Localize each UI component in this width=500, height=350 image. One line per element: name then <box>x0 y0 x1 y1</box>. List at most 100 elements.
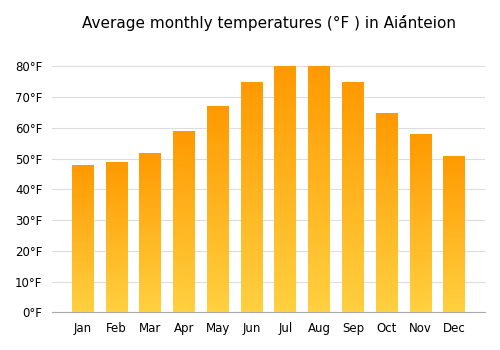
Bar <box>207 244 229 247</box>
Bar <box>173 140 195 143</box>
Bar <box>274 79 296 83</box>
Bar <box>376 259 398 262</box>
Bar <box>444 250 466 252</box>
Bar <box>207 192 229 196</box>
Bar <box>444 268 466 271</box>
Bar <box>342 132 364 135</box>
Bar <box>207 161 229 165</box>
Bar <box>410 140 432 143</box>
Bar <box>106 164 128 167</box>
Bar <box>274 71 296 75</box>
Bar <box>274 132 296 136</box>
Bar <box>308 144 330 148</box>
Bar <box>342 224 364 228</box>
Bar <box>72 221 94 224</box>
Bar <box>274 173 296 177</box>
Bar <box>207 151 229 154</box>
Bar <box>342 281 364 285</box>
Bar <box>72 236 94 239</box>
Bar <box>106 302 128 305</box>
Bar <box>106 174 128 177</box>
Bar <box>240 224 262 228</box>
Bar <box>173 143 195 146</box>
Bar <box>376 122 398 126</box>
Bar <box>444 271 466 273</box>
Bar <box>106 162 128 164</box>
Bar <box>240 297 262 301</box>
Bar <box>410 194 432 196</box>
Bar <box>72 197 94 199</box>
Bar <box>72 295 94 298</box>
Bar <box>106 234 128 237</box>
Bar <box>274 206 296 210</box>
Bar <box>72 202 94 204</box>
Bar <box>72 214 94 216</box>
Bar <box>106 237 128 239</box>
Bar <box>274 292 296 296</box>
Bar <box>376 272 398 276</box>
Bar <box>274 226 296 230</box>
Bar <box>173 191 195 195</box>
Bar <box>207 271 229 274</box>
Bar <box>240 205 262 209</box>
Bar <box>274 169 296 173</box>
Bar <box>274 181 296 185</box>
Bar <box>240 259 262 262</box>
Bar <box>173 201 195 203</box>
Bar <box>444 171 466 174</box>
Bar <box>140 264 162 267</box>
Bar <box>410 309 432 312</box>
Bar <box>106 305 128 307</box>
Bar <box>444 190 466 192</box>
Bar <box>207 131 229 134</box>
Bar <box>376 229 398 232</box>
Bar <box>106 204 128 207</box>
Bar <box>173 155 195 158</box>
Bar <box>106 222 128 224</box>
Bar <box>140 256 162 259</box>
Bar <box>173 279 195 282</box>
Bar <box>106 280 128 282</box>
Bar <box>444 184 466 187</box>
Bar <box>140 254 162 256</box>
Bar <box>72 226 94 229</box>
Bar <box>308 308 330 312</box>
Bar <box>308 177 330 181</box>
Bar <box>72 194 94 197</box>
Bar <box>274 259 296 263</box>
Bar <box>274 214 296 218</box>
Bar <box>376 249 398 252</box>
Bar <box>308 140 330 144</box>
Bar <box>308 169 330 173</box>
Bar <box>410 217 432 220</box>
Bar <box>173 216 195 219</box>
Bar <box>376 269 398 272</box>
Bar <box>410 223 432 226</box>
Bar <box>308 300 330 304</box>
Bar <box>376 179 398 182</box>
Bar <box>444 197 466 200</box>
Bar <box>308 292 330 296</box>
Bar <box>173 176 195 179</box>
Bar <box>173 173 195 176</box>
Bar <box>106 260 128 262</box>
Bar <box>72 224 94 226</box>
Bar <box>140 174 162 176</box>
Bar <box>140 227 162 230</box>
Bar <box>173 252 195 255</box>
Bar <box>410 188 432 190</box>
Bar <box>240 193 262 197</box>
Bar <box>308 181 330 185</box>
Bar <box>410 274 432 276</box>
Bar <box>308 304 330 308</box>
Bar <box>444 187 466 190</box>
Bar <box>376 119 398 122</box>
Bar <box>274 239 296 243</box>
Bar <box>410 161 432 164</box>
Bar <box>308 173 330 177</box>
Bar <box>274 124 296 128</box>
Bar <box>72 216 94 219</box>
Bar <box>140 166 162 168</box>
Bar <box>274 83 296 87</box>
Bar <box>240 124 262 128</box>
